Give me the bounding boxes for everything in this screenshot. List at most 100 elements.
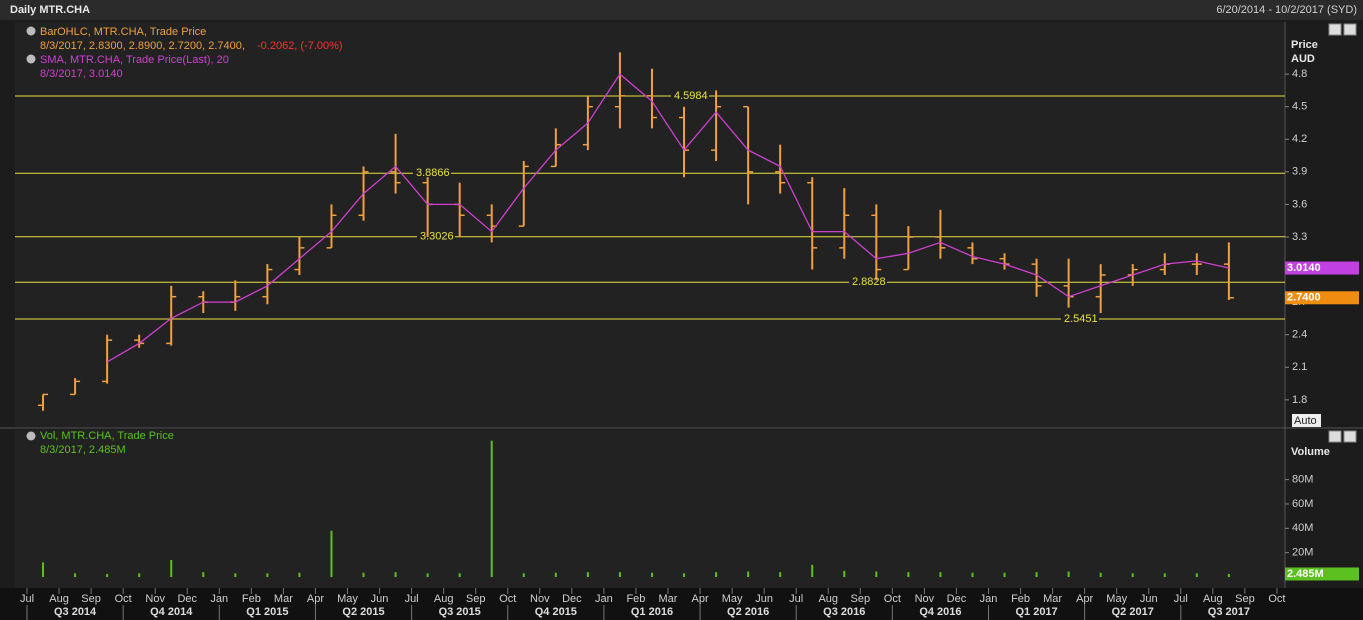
volume-bar xyxy=(298,572,301,577)
x-tick-label: Sep xyxy=(851,593,871,605)
x-tick-label: Jan xyxy=(210,593,228,605)
window-button[interactable] xyxy=(1328,23,1342,36)
y-tick-label: 40M xyxy=(1292,522,1313,534)
volume-bar xyxy=(234,573,237,577)
volume-bar xyxy=(1227,573,1230,577)
price-pane xyxy=(15,22,1285,427)
volume-bar xyxy=(779,572,782,577)
quarter-label: Q3 2014 xyxy=(54,606,97,618)
last-price-label: 2.7400 xyxy=(1287,292,1321,304)
last-price-label: 3.0140 xyxy=(1287,262,1321,274)
close-button[interactable] xyxy=(1343,23,1357,36)
y-tick-label: 3.6 xyxy=(1292,198,1307,210)
scale-mode[interactable]: Auto xyxy=(1294,415,1317,427)
volume-bar xyxy=(1067,571,1070,577)
last-price-box xyxy=(1285,291,1359,305)
y-tick-label: 60M xyxy=(1292,498,1313,510)
scale-mode-box[interactable] xyxy=(1292,414,1321,427)
x-tick-label: Feb xyxy=(1011,593,1030,605)
x-tick-label: Aug xyxy=(434,593,454,605)
x-tick-label: Nov xyxy=(145,593,165,605)
volume-bar xyxy=(586,572,589,577)
y-tick-label: 4.5 xyxy=(1292,101,1307,113)
x-tick-label: Sep xyxy=(466,593,486,605)
quarter-label: Q4 2016 xyxy=(919,606,961,618)
x-tick-label: Oct xyxy=(1268,593,1285,605)
volume-bar xyxy=(907,572,910,577)
last-volume-label: 2.485M xyxy=(1287,568,1324,580)
legend-icon[interactable] xyxy=(26,26,36,36)
x-tick-label: Oct xyxy=(884,593,901,605)
x-tick-label: Nov xyxy=(530,593,550,605)
level-label: 3.3026 xyxy=(420,231,454,243)
y-tick-label: 2.1 xyxy=(1292,361,1307,373)
volume-axis-label: Volume xyxy=(1291,446,1330,458)
y-tick-label: 1.8 xyxy=(1292,394,1307,406)
legend-icon[interactable] xyxy=(26,54,36,64)
header-bar xyxy=(0,0,1363,20)
volume-bar xyxy=(490,440,493,577)
x-tick-label: Feb xyxy=(626,593,645,605)
ohlc-change: -0.2062, (-7.00%) xyxy=(257,40,343,52)
y-tick-label: 3.3 xyxy=(1292,231,1307,243)
x-tick-label: Sep xyxy=(81,593,101,605)
y-tick-label: 80M xyxy=(1292,474,1313,486)
level-label-bg xyxy=(413,167,451,180)
volume-bar xyxy=(522,573,525,577)
volume-bar xyxy=(650,572,653,577)
volume-legend: Vol, MTR.CHA, Trade Price xyxy=(40,430,174,442)
y-tick-label: 4.8 xyxy=(1292,68,1307,80)
quarter-label: Q3 2015 xyxy=(439,606,481,618)
volume-bar xyxy=(330,530,333,577)
quarter-label: Q4 2015 xyxy=(535,606,577,618)
x-tick-label: Dec xyxy=(947,593,967,605)
x-tick-label: Mar xyxy=(1043,593,1062,605)
price-unit: AUD xyxy=(1291,53,1315,65)
y-tick-label: 2.4 xyxy=(1292,329,1307,341)
volume-bar xyxy=(939,572,942,577)
volume-bar xyxy=(202,572,205,577)
x-tick-label: Mar xyxy=(659,593,678,605)
volume-bar xyxy=(394,572,397,577)
quarter-label: Q4 2014 xyxy=(150,606,193,618)
legend-icon[interactable] xyxy=(26,431,36,441)
quarter-label: Q3 2017 xyxy=(1208,606,1250,618)
x-tick-label: Apr xyxy=(1076,593,1093,605)
quarter-label: Q1 2017 xyxy=(1015,606,1057,618)
quarter-label: Q2 2017 xyxy=(1112,606,1154,618)
x-tick-label: Jun xyxy=(371,593,389,605)
volume-bar xyxy=(715,572,718,577)
x-tick-label: Jan xyxy=(980,593,998,605)
x-tick-label: Jun xyxy=(755,593,773,605)
window-button[interactable] xyxy=(1328,430,1342,443)
x-tick-label: Jun xyxy=(1140,593,1158,605)
level-label: 3.8866 xyxy=(416,167,450,179)
volume-bar xyxy=(747,571,750,577)
x-tick-label: Apr xyxy=(691,593,708,605)
close-button[interactable] xyxy=(1343,430,1357,443)
y-tick-label: 3.9 xyxy=(1292,166,1307,178)
volume-bar xyxy=(971,572,974,577)
price-axis-label: Price xyxy=(1291,39,1318,51)
volume-bar xyxy=(42,562,45,577)
level-label-bg xyxy=(1061,312,1099,325)
y-tick-label: 4.2 xyxy=(1292,133,1307,145)
x-tick-label: Sep xyxy=(1235,593,1255,605)
level-label-bg xyxy=(671,90,709,103)
x-tick-label: Jul xyxy=(1174,593,1188,605)
sma-line xyxy=(106,73,1230,363)
volume-bar xyxy=(138,573,141,577)
quarter-label: Q2 2015 xyxy=(342,606,384,618)
volume-bar xyxy=(554,572,557,577)
chart-title: Daily MTR.CHA xyxy=(10,4,90,16)
volume-bar xyxy=(170,559,173,577)
x-tick-label: Jul xyxy=(789,593,803,605)
volume-bar xyxy=(1099,572,1102,577)
volume-bar xyxy=(74,573,77,577)
ohlc-legend: BarOHLC, MTR.CHA, Trade Price xyxy=(40,26,206,38)
volume-bar xyxy=(843,570,846,577)
quarter-label: Q1 2015 xyxy=(246,606,288,618)
volume-bar xyxy=(811,564,814,577)
level-label-bg xyxy=(849,276,887,289)
